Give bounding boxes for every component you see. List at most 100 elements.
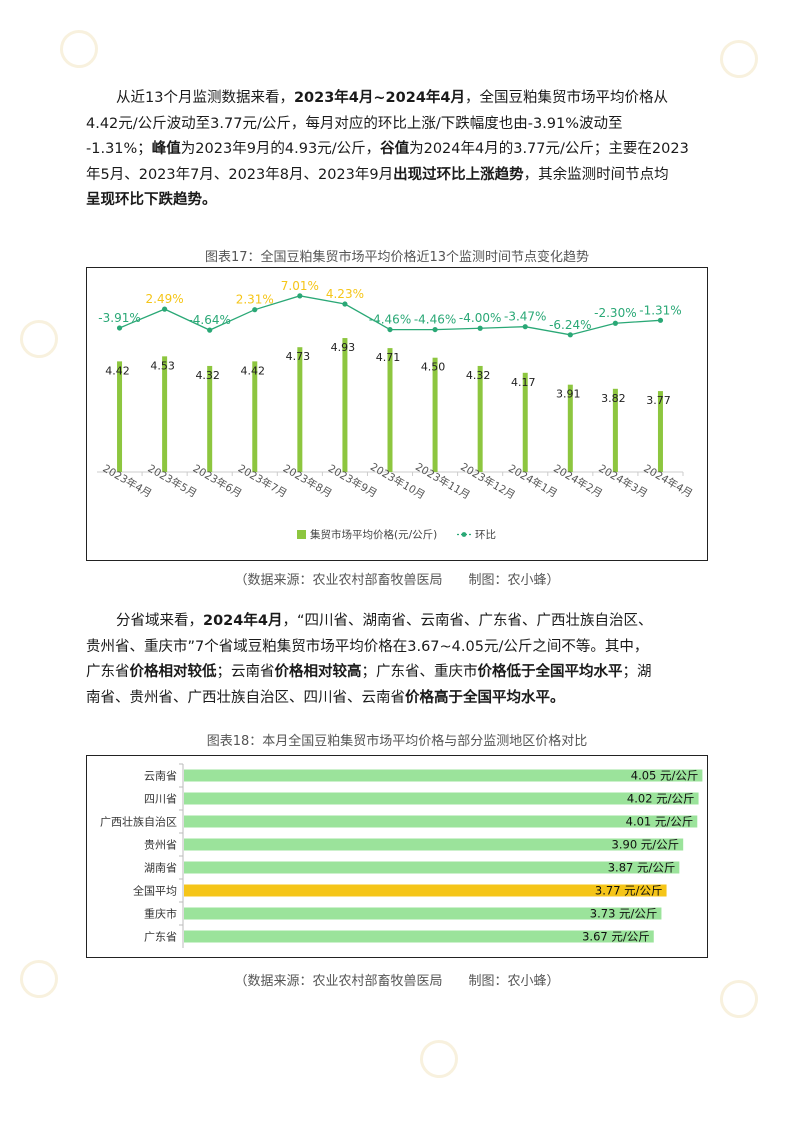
province-bar: [184, 792, 699, 805]
province-bar: [184, 861, 680, 874]
watermark-logo: [712, 32, 766, 86]
x-tick-label: 2024年2月: [551, 462, 605, 500]
legend-line-label: 环比: [475, 528, 496, 541]
text-segment: 贵州省、重庆市”7个省域豆粕集贸市场平均价格在3.67~4.05元/公斤之间不等…: [86, 638, 649, 655]
x-tick-label: 2024年4月: [641, 462, 695, 500]
text-segment: ，其余监测时间节点均: [523, 166, 669, 183]
mom-value-label: 4.23%: [326, 287, 364, 301]
chart2-source: （数据来源：农业农村部畜牧兽医局 制图：农小蜂）: [234, 974, 560, 989]
bar-value-label: 3.90 元/公斤: [612, 838, 680, 852]
paragraph-line: 4.42元/公斤波动至3.77元/公斤，每月对应的环比上涨/下跌幅度也由-3.9…: [86, 112, 708, 138]
category-label: 全国平均: [133, 884, 177, 898]
category-label: 重庆市: [144, 907, 177, 921]
legend-bar-label: 集贸市场平均价格(元/公斤): [310, 528, 437, 541]
bold-text: 2023年4月~2024年4月: [293, 90, 465, 106]
bold-text: 峰值: [151, 141, 181, 157]
bold-text: 出现过环比上涨趋势: [393, 166, 524, 183]
watermark-logo: [12, 312, 66, 366]
mom-value-label: -2.30%: [594, 306, 636, 320]
x-tick-label: 2023年5月: [146, 462, 200, 500]
bee-logo-icon: [712, 972, 766, 1026]
paragraph-line: 广东省价格相对较低；云南省价格相对较高；广东省、重庆市价格低于全国平均水平；湖: [86, 660, 708, 686]
mom-point: [657, 317, 664, 323]
bar-value-label: 3.67 元/公斤: [582, 930, 650, 944]
text-segment: ，“四川省、湖南省、云南省、广东省、广西壮族自治区、: [282, 613, 653, 629]
price-bar: [207, 365, 213, 472]
bee-logo-icon: [412, 1032, 466, 1086]
price-bar: [522, 372, 528, 472]
paragraph-line: 从近13个月监测数据来看，2023年4月~2024年4月，全国豆粕集贸市场平均价…: [86, 86, 708, 112]
text-segment: 南省、贵州省、广西壮族自治区、四川省、云南省: [86, 689, 405, 706]
chart1-svg: 4.42 2023年4月 4.53 2023年5月 4.32 2023年6月 4.42 202…: [97, 279, 695, 541]
bar-value-label: 4.53: [150, 359, 175, 372]
price-bar: [297, 347, 303, 472]
text-segment: 年5月、2023年7月、2023年8月、2023年9月: [86, 166, 394, 183]
bold-text: 2024年4月: [203, 613, 283, 629]
bar-value-label: 4.02 元/公斤: [627, 792, 695, 806]
watermark-logo: [12, 952, 66, 1006]
text-segment: 为2024年4月的3.77元/公斤；主要在2023: [409, 141, 689, 157]
chart2-caption: 图表18：本月全国豆粕集贸市场平均价格与部分监测地区价格对比: [206, 734, 588, 749]
bar-value-label: 4.73: [286, 350, 311, 363]
bar-value-label: 3.73 元/公斤: [590, 907, 658, 921]
province-bar: [184, 907, 662, 920]
mom-value-label: -4.00%: [459, 311, 501, 325]
province-bar: [184, 930, 654, 943]
paragraph-line: 年5月、2023年7月、2023年8月、2023年9月出现过环比上涨趋势，其余监…: [86, 163, 708, 189]
category-label: 四川省: [144, 793, 177, 806]
mom-point: [387, 326, 393, 333]
bar-value-label: 4.42: [105, 364, 130, 377]
price-bar: [657, 391, 663, 472]
text-segment: 分省域来看，: [116, 613, 203, 629]
bold-text: 价格相对较高: [274, 664, 362, 680]
mom-point: [567, 332, 573, 338]
bee-logo-icon: [712, 32, 766, 86]
mom-value-label: -4.46%: [414, 313, 456, 327]
bar-value-label: 4.05 元/公斤: [631, 769, 699, 783]
text-segment: ；云南省: [216, 664, 275, 680]
category-label: 湖南省: [144, 862, 177, 875]
x-tick-label: 2024年3月: [596, 462, 650, 500]
paragraph-line: 南省、贵州省、广西壮族自治区、四川省、云南省价格高于全国平均水平。: [86, 686, 708, 712]
bar-value-label: 4.50: [421, 361, 446, 374]
bar-value-label: 4.17: [511, 376, 536, 389]
price-bar: [612, 388, 618, 472]
mom-point: [612, 320, 618, 326]
paragraph-line: 贵州省、重庆市”7个省域豆粕集贸市场平均价格在3.67~4.05元/公斤之间不等…: [86, 635, 708, 661]
bee-logo-icon: [12, 952, 66, 1006]
price-bar: [387, 348, 393, 472]
bold-text: 价格相对较低: [129, 664, 217, 680]
category-label: 广西壮族自治区: [100, 815, 177, 829]
x-tick-label: 2023年4月: [100, 462, 154, 500]
mom-point: [116, 325, 123, 331]
province-bar: [184, 769, 703, 782]
bar-value-label: 3.91: [556, 388, 581, 401]
bold-text: 呈现环比下跌趋势。: [86, 192, 217, 208]
paragraph-province-compare: 分省域来看，2024年4月，“四川省、湖南省、云南省、广东省、广西壮族自治区、贵…: [86, 609, 708, 711]
bar-value-label: 4.01 元/公斤: [626, 815, 694, 829]
watermark-logo: [712, 972, 766, 1026]
text-segment: ，全国豆粕集贸市场平均价格从: [465, 90, 668, 106]
bold-text: 谷值: [380, 141, 410, 157]
text-segment: 广东省: [86, 664, 130, 680]
paragraph-line: 呈现环比下跌趋势。: [86, 188, 708, 214]
paragraph-monthly-trend: 从近13个月监测数据来看，2023年4月~2024年4月，全国豆粕集贸市场平均价…: [86, 86, 708, 214]
chart1-source: （数据来源：农业农村部畜牧兽医局 制图：农小蜂）: [234, 573, 560, 588]
mom-point: [207, 327, 213, 333]
mom-value-label: -4.46%: [369, 313, 411, 327]
watermark-logo: [52, 22, 106, 76]
paragraph-line: 分省域来看，2024年4月，“四川省、湖南省、云南省、广东省、广西壮族自治区、: [86, 609, 708, 635]
text-segment: ；湖: [622, 664, 652, 680]
mom-point: [522, 324, 528, 330]
national-average-bar: [184, 884, 667, 897]
mom-value-label: -1.31%: [639, 303, 681, 317]
category-label: 广东省: [144, 931, 177, 944]
legend-line-dot: [461, 532, 467, 537]
bar-value-label: 3.77 元/公斤: [595, 884, 663, 898]
mom-point: [297, 293, 303, 299]
province-bar: [184, 838, 684, 851]
category-label: 贵州省: [144, 839, 177, 852]
mom-value-label: -6.24%: [549, 318, 591, 332]
bar-value-label: 4.71: [376, 351, 401, 364]
